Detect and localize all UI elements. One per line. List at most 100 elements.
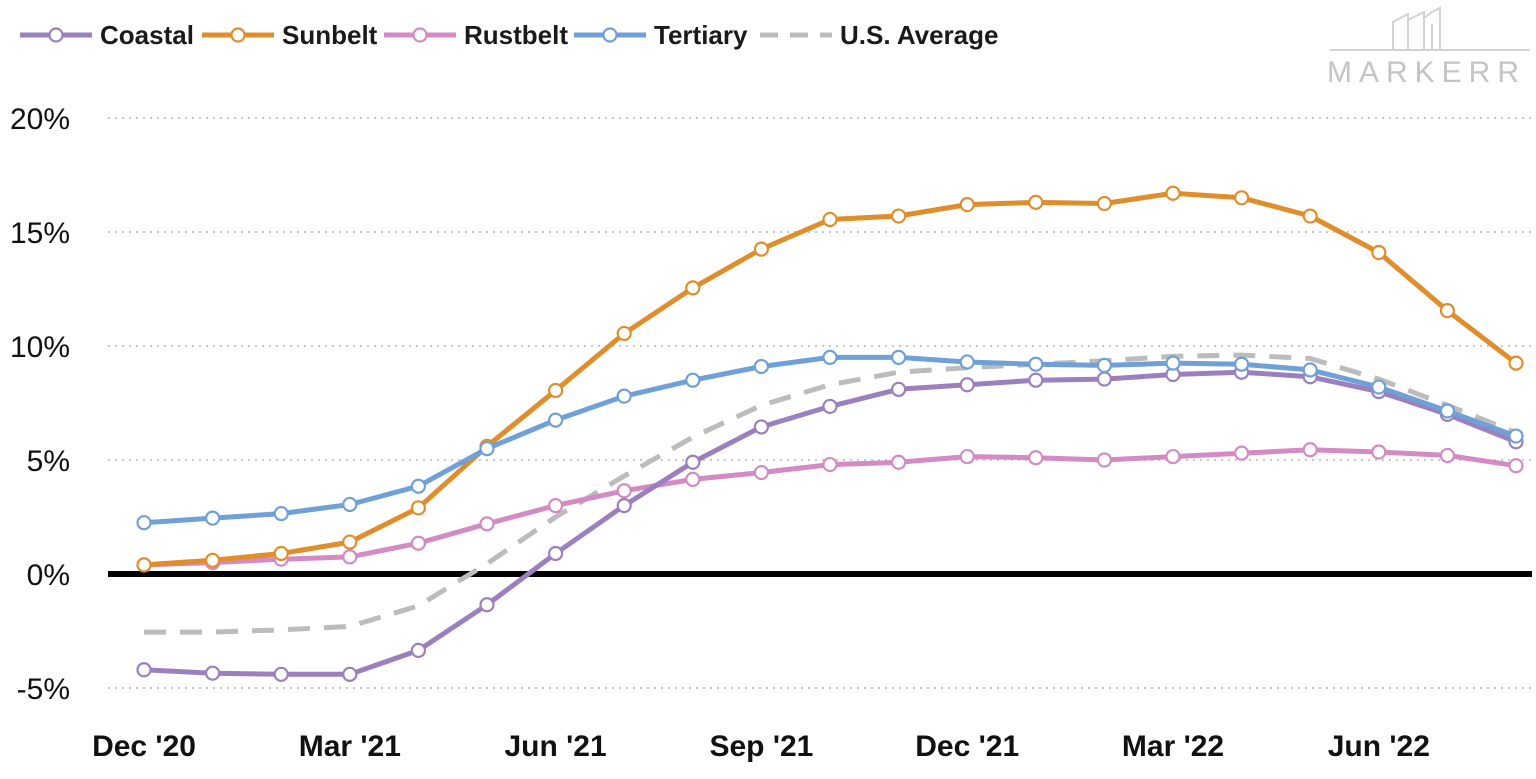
data-point-rustbelt (890, 454, 907, 470)
data-point-tertiary (753, 358, 770, 375)
data-point-sunbelt (1371, 244, 1387, 261)
legend-label: Tertiary (654, 20, 748, 50)
data-point-sunbelt (890, 208, 907, 224)
legend-label: Sunbelt (282, 20, 378, 50)
data-point-tertiary (342, 496, 358, 513)
data-point-sunbelt (1302, 208, 1318, 224)
data-point-sunbelt (685, 280, 701, 296)
data-point-tertiary (1302, 362, 1318, 378)
data-point-sunbelt (1028, 194, 1044, 210)
data-point-sunbelt (753, 241, 770, 257)
legend-item-tertiary: Tertiary (574, 20, 748, 50)
data-point-coastal (547, 545, 564, 562)
series-line-u-s-average (144, 352, 1517, 635)
data-point-tertiary (205, 510, 221, 526)
series-lines (136, 185, 1524, 682)
x-tick-label: Jun '21 (505, 730, 607, 763)
data-point-tertiary (890, 349, 907, 365)
data-point-rustbelt (685, 471, 701, 487)
brand-logo: MARKERR (1327, 6, 1530, 89)
data-point-rustbelt (959, 448, 975, 465)
data-point-tertiary (1096, 357, 1113, 373)
data-point-sunbelt (1439, 303, 1456, 319)
data-point-coastal (479, 597, 495, 613)
legend-label: Rustbelt (464, 20, 568, 50)
data-point-rustbelt (342, 549, 358, 565)
legend-item-sunbelt: Sunbelt (202, 20, 378, 50)
data-point-tertiary (136, 515, 152, 531)
data-point-coastal (273, 666, 289, 682)
y-tick-label: 15% (10, 217, 70, 250)
data-point-coastal (822, 398, 838, 415)
data-point-sunbelt (822, 211, 838, 228)
data-point-rustbelt (1508, 458, 1524, 474)
data-point-coastal (136, 662, 152, 678)
data-point-tertiary (959, 354, 975, 370)
data-point-sunbelt (547, 382, 564, 399)
legend-item-rustbelt: Rustbelt (384, 20, 568, 50)
data-point-coastal (616, 498, 632, 514)
data-point-tertiary (1439, 403, 1456, 419)
legend-item-coastal: Coastal (20, 20, 194, 50)
data-point-rustbelt (1165, 448, 1181, 465)
data-point-coastal (1096, 371, 1113, 387)
legend-marker (602, 27, 618, 43)
data-point-sunbelt (136, 557, 152, 573)
data-point-rustbelt (1439, 447, 1456, 464)
data-point-sunbelt (1508, 355, 1524, 371)
data-point-tertiary (1165, 355, 1181, 371)
data-point-coastal (205, 665, 221, 681)
data-point-rustbelt (410, 535, 426, 551)
data-point-sunbelt (1165, 185, 1181, 201)
data-point-rustbelt (822, 456, 838, 473)
data-point-sunbelt (616, 325, 632, 342)
x-tick-label: Mar '22 (1122, 730, 1224, 763)
data-point-rustbelt (1028, 450, 1044, 466)
data-point-rustbelt (1096, 452, 1113, 468)
data-point-tertiary (1233, 356, 1250, 372)
legend-marker (230, 27, 246, 43)
series-line-coastal (141, 369, 1519, 677)
data-point-coastal (890, 381, 907, 397)
y-tick-label: -5% (17, 673, 70, 706)
legend-marker (412, 27, 428, 43)
legend-label: Coastal (100, 20, 194, 50)
legend: Coastal Sunbelt Rustbelt Tertiary U.S. Avera… (20, 20, 998, 50)
data-point-coastal (410, 642, 426, 658)
data-point-coastal (1028, 372, 1044, 388)
data-point-sunbelt (1096, 195, 1113, 212)
data-point-coastal (753, 419, 770, 435)
data-point-rustbelt (1302, 442, 1318, 458)
data-point-tertiary (547, 412, 564, 428)
series-coastal (136, 364, 1524, 682)
data-point-rustbelt (616, 483, 632, 499)
data-point-coastal (342, 666, 358, 682)
data-point-sunbelt (1233, 190, 1250, 206)
y-tick-label: 5% (27, 445, 70, 478)
data-point-tertiary (685, 372, 701, 388)
data-point-sunbelt (959, 197, 975, 213)
data-point-sunbelt (410, 500, 426, 516)
data-point-rustbelt (753, 464, 770, 481)
legend-item-u-s-average: U.S. Average (760, 20, 998, 50)
series-sunbelt (136, 185, 1524, 573)
series-u-s-average (144, 352, 1517, 635)
legend-marker (48, 27, 64, 43)
y-tick-label: 0% (27, 559, 70, 592)
building-skyline-icon (1330, 6, 1530, 51)
data-point-rustbelt (1233, 445, 1250, 461)
data-point-tertiary (273, 505, 289, 522)
y-tick-label: 10% (10, 331, 70, 364)
data-point-rustbelt (479, 516, 495, 532)
x-axis-ticks: Dec '20 Mar '21 Jun '21 Sep '21 Dec '21 Mar '… (92, 730, 1430, 763)
x-tick-label: Dec '20 (92, 730, 196, 763)
data-point-tertiary (1508, 428, 1524, 444)
data-point-tertiary (479, 441, 495, 457)
data-point-sunbelt (342, 534, 358, 550)
data-point-tertiary (1028, 356, 1044, 372)
gridlines (108, 117, 1532, 689)
data-point-coastal (959, 377, 975, 393)
data-point-rustbelt (1371, 444, 1387, 460)
